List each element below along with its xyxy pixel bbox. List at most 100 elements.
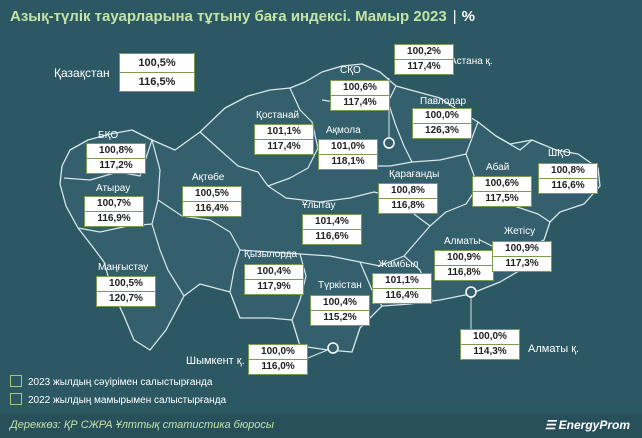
- border-west-aktobe: [151, 139, 185, 297]
- region-value-box: 100,9% 116,8%: [434, 250, 494, 281]
- border-pavlodar-abai: [411, 121, 479, 163]
- page-title: Азық-түлік тауарларына тұтыну баға индек…: [10, 8, 475, 25]
- shymkent-city-marker: [327, 342, 339, 354]
- region-v2: 117,3%: [493, 257, 551, 271]
- region-v1: 101,1%: [373, 274, 431, 289]
- city-value-box: 100,0% 116,0%: [248, 344, 308, 375]
- region-v1: 100,8%: [379, 184, 437, 199]
- title-text: Азық-түлік тауарларына тұтыну баға индек…: [10, 8, 447, 25]
- region-v2: 116,4%: [183, 202, 241, 216]
- region-v2: 116,8%: [435, 266, 493, 280]
- region-v1: 100,9%: [435, 251, 493, 266]
- region-v1: 101,4%: [303, 215, 361, 230]
- region-v1: 100,6%: [331, 81, 389, 96]
- region-label: Түркістан: [318, 280, 362, 291]
- city-value-box: 100,0% 114,3%: [460, 329, 520, 360]
- region-label: Қызылорда: [244, 249, 298, 260]
- region-v2: 116,6%: [303, 230, 361, 244]
- region-value-box: 101,1% 117,4%: [254, 124, 314, 155]
- region-v1: 100,5%: [183, 187, 241, 202]
- city-label: Шымкент қ.: [186, 355, 245, 367]
- region-v1: 100,4%: [311, 296, 369, 311]
- region-label: Ақмола: [326, 125, 361, 136]
- region-v1: 100,8%: [539, 164, 597, 179]
- region-value-box: 100,4% 117,9%: [244, 264, 304, 295]
- legend-label: 2022 жылдың мамырымен салыстырғанда: [28, 395, 227, 406]
- region-v1: 100,4%: [245, 265, 303, 280]
- region-v2: 120,7%: [97, 292, 155, 306]
- region-label: СҚО: [340, 65, 361, 76]
- border-aktobe-kostanay: [199, 131, 269, 187]
- region-value-box: 100,2% 117,4%: [394, 44, 454, 75]
- region-v2: 116,8%: [379, 199, 437, 213]
- country-v1: 100,5%: [120, 54, 194, 73]
- region-label: Маңғыстау: [98, 262, 149, 273]
- legend-item-year: 2022 жылдың мамырымен салыстырғанда: [10, 393, 226, 406]
- region-v2: 126,3%: [413, 124, 471, 138]
- legend-label: 2023 жылдың сәуірімен салыстырғанда: [28, 377, 213, 388]
- region-value-box: 100,7% 116,9%: [84, 196, 144, 227]
- region-value-box: 100,5% 120,7%: [96, 276, 156, 307]
- region-v1: 100,7%: [85, 197, 143, 212]
- legend-swatch: [10, 375, 22, 387]
- legend-swatch: [10, 393, 22, 405]
- region-label: Жетісу: [504, 226, 536, 237]
- almaty-city-marker: [465, 286, 477, 298]
- region-label: Ұлытау: [302, 200, 336, 211]
- region-value-box: 101,0% 118,1%: [318, 139, 378, 170]
- region-value-box: 101,1% 116,4%: [372, 273, 432, 304]
- region-label: Қостанай: [256, 110, 300, 121]
- city-v2: 116,0%: [249, 360, 307, 374]
- border-abai-vko: [495, 135, 533, 151]
- energyprom-logo-icon: ☰: [544, 418, 556, 432]
- region-v2: 118,1%: [319, 155, 377, 169]
- region-value-box: 100,8% 116,6%: [538, 163, 598, 194]
- region-label: Атырау: [96, 183, 131, 194]
- region-label: БҚО: [98, 130, 119, 141]
- border-akmola-pavlodar: [387, 101, 413, 163]
- region-label: Астана қ.: [450, 56, 493, 67]
- country-value-box: 100,5% 116,5%: [119, 53, 195, 92]
- region-v1: 100,2%: [395, 45, 453, 60]
- region-label: ШҚО: [548, 148, 571, 159]
- region-value-box: 100,8% 117,2%: [86, 143, 146, 174]
- border-ulytau-south: [239, 249, 381, 267]
- region-value-box: 100,0% 126,3%: [412, 108, 472, 139]
- region-label: Жамбыл: [378, 259, 419, 270]
- title-separator: |: [452, 8, 457, 25]
- region-label: Қарағанды: [389, 169, 440, 180]
- region-v2: 117,5%: [473, 192, 531, 206]
- region-value-box: 100,5% 116,4%: [182, 186, 242, 217]
- country-v2: 116,5%: [120, 73, 194, 91]
- footer-bar: Дереккөз: ҚР СЖРА Ұлттық статистика бюро…: [0, 414, 642, 438]
- region-v2: 117,2%: [87, 159, 145, 173]
- brand-logo: ☰ EnergyProm: [545, 418, 630, 432]
- region-v2: 117,4%: [331, 96, 389, 110]
- region-v2: 116,9%: [85, 212, 143, 226]
- region-label: Ақтөбе: [192, 172, 225, 183]
- region-value-box: 100,6% 117,4%: [330, 80, 390, 111]
- region-v1: 101,1%: [255, 125, 313, 140]
- brand-name: EnergyProm: [558, 418, 630, 432]
- region-v2: 117,4%: [255, 140, 313, 154]
- region-label: Алматы: [444, 236, 481, 247]
- legend-item-month: 2023 жылдың сәуірімен салыстырғанда: [10, 375, 212, 388]
- region-v1: 100,6%: [473, 177, 531, 192]
- country-label: Қазақстан: [54, 66, 110, 80]
- city-v1: 100,0%: [249, 345, 307, 360]
- region-v2: 117,4%: [395, 60, 453, 74]
- region-value-box: 101,4% 116,6%: [302, 214, 362, 245]
- region-value-box: 100,9% 117,3%: [492, 241, 552, 272]
- region-v1: 101,0%: [319, 140, 377, 155]
- source-note: Дереккөз: ҚР СЖРА Ұлттық статистика бюро…: [10, 419, 274, 431]
- city-v2: 114,3%: [461, 345, 519, 359]
- region-value-box: 100,6% 117,5%: [472, 176, 532, 207]
- region-v2: 116,4%: [373, 289, 431, 303]
- region-v2: 115,2%: [311, 311, 369, 325]
- city-label: Алматы қ.: [528, 343, 580, 355]
- region-label: Абай: [486, 162, 510, 173]
- region-v1: 100,5%: [97, 277, 155, 292]
- title-unit: %: [461, 8, 475, 25]
- region-v1: 100,0%: [413, 109, 471, 124]
- region-v2: 116,6%: [539, 179, 597, 193]
